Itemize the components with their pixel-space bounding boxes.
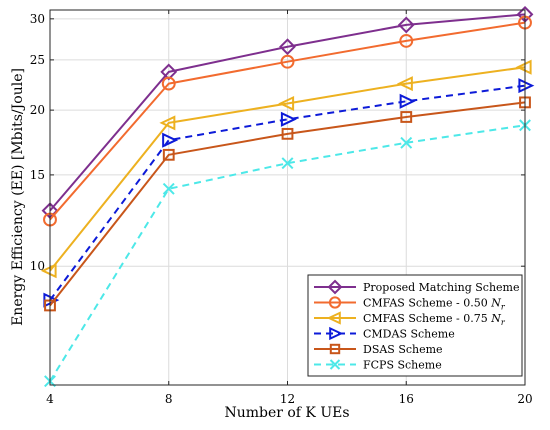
y-tick-label: 20: [30, 103, 45, 117]
legend-entry-label: FCPS Scheme: [363, 359, 442, 372]
data-point-marker: [278, 95, 295, 111]
y-tick-label: 30: [30, 12, 45, 26]
series-line: [49, 21, 526, 221]
data-point-marker: [280, 54, 295, 69]
data-point-marker: [280, 111, 297, 127]
legend-entry-label: CMDAS Scheme: [363, 328, 455, 341]
x-axis-label: Number of K UEs: [224, 405, 349, 421]
series-line: [49, 124, 526, 382]
data-point-marker: [518, 78, 535, 94]
legend-entry-label: DSAS Scheme: [363, 343, 443, 356]
y-axis-label: Energy Efficiency (EE) [Mbits/Joule]: [10, 68, 26, 326]
legend-swatch-marker: [328, 296, 342, 309]
legend-swatch-marker: [329, 326, 344, 341]
legend-swatch-marker: [329, 359, 341, 370]
legend-entry-label: CMFAS Scheme - 0.50 Nr: [363, 297, 506, 312]
data-point-marker: [400, 111, 413, 123]
x-tick-label: 20: [517, 392, 532, 406]
series-line: [49, 84, 526, 301]
series-line: [49, 66, 526, 272]
data-point-marker: [159, 115, 176, 131]
series-lines: [40, 5, 535, 388]
series-2: [40, 59, 532, 279]
data-point-marker: [399, 93, 416, 109]
y-tick-label: 10: [30, 259, 45, 273]
series-3: [43, 78, 535, 308]
legend-swatch-marker: [326, 311, 341, 325]
x-tick-label: 4: [46, 392, 54, 406]
legend-swatch-marker: [329, 343, 341, 355]
data-point-marker: [281, 127, 294, 140]
data-point-marker: [40, 263, 57, 279]
data-point-marker: [396, 76, 413, 92]
data-point-marker: [160, 63, 178, 81]
data-point-marker: [162, 182, 175, 195]
y-tick-label: 25: [30, 53, 45, 67]
legend: Proposed Matching Scheme CMFAS Scheme - 0…: [307, 274, 523, 377]
data-point-marker: [399, 33, 414, 48]
y-tick-label: 15: [30, 168, 45, 182]
data-point-marker: [400, 136, 413, 149]
legend-box: [307, 274, 523, 377]
legend-swatch-marker: [327, 279, 343, 295]
x-tick-label: 12: [280, 392, 295, 406]
legend-entry-label: Proposed Matching Scheme: [363, 281, 520, 294]
data-point-marker: [397, 16, 415, 34]
legend-entry-label: CMFAS Scheme - 0.75 Nr: [363, 312, 506, 327]
data-point-marker: [161, 76, 176, 91]
data-point-marker: [281, 157, 294, 170]
data-point-marker: [515, 59, 532, 75]
plot-frame: [49, 9, 526, 386]
x-tick-label: 8: [165, 392, 173, 406]
series-line: [49, 101, 526, 307]
data-point-marker: [162, 132, 179, 148]
data-point-marker: [162, 148, 175, 161]
x-tick-label: 16: [399, 392, 414, 406]
data-point-marker: [279, 38, 296, 56]
series-line: [49, 13, 526, 212]
